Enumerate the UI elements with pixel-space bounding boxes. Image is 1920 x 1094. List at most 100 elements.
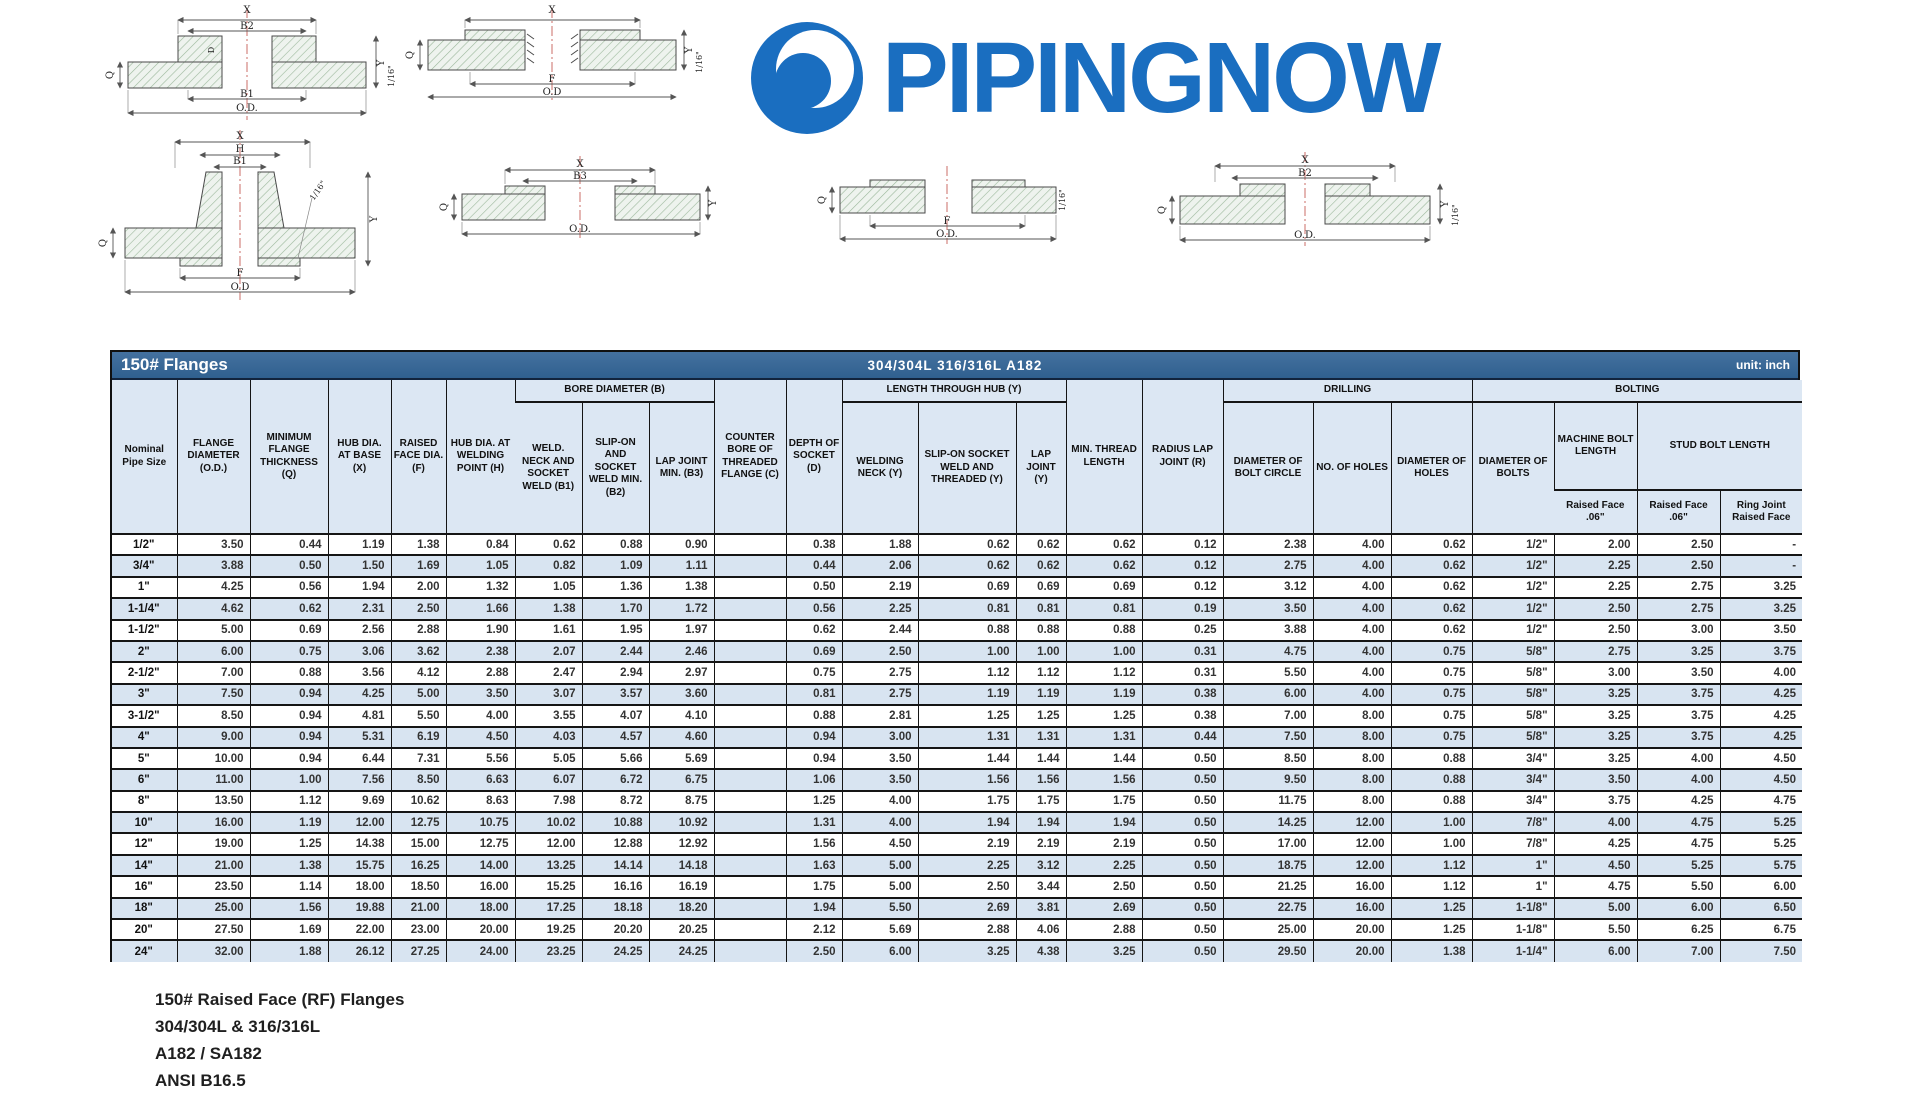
cell-machine-bolt: 2.00 — [1553, 532, 1638, 556]
cell-machine-bolt: 4.75 — [1553, 875, 1638, 898]
cell-hole-dia: 1.00 — [1390, 811, 1473, 834]
cell-min-thread: 2.69 — [1065, 896, 1143, 920]
cell-stud-rf: 4.25 — [1636, 789, 1721, 813]
table-header: Nominal Pipe Size FLANGE DIAMETER (O.D.)… — [112, 380, 1803, 535]
cell-b2: 0.88 — [581, 532, 649, 556]
cell-b2: 4.07 — [581, 704, 649, 727]
cell-od: 27.50 — [176, 918, 250, 941]
cell-stud-rf: 2.50 — [1636, 554, 1721, 577]
cell-b2: 20.20 — [581, 918, 649, 941]
cell-od: 6.00 — [176, 639, 250, 663]
cell-welding-neck-y: 5.50 — [841, 896, 918, 920]
col-header-lap-joint: LAP JOINT (Y) — [1015, 402, 1067, 535]
cell-lap-joint-y: 4.06 — [1015, 918, 1067, 941]
pipingnow-logo[interactable]: PIPINGNOW — [748, 14, 1441, 142]
cell-bolt-circle: 29.50 — [1222, 939, 1314, 962]
cell-size: 2" — [112, 639, 177, 663]
cell-welding-neck-y: 2.44 — [841, 618, 918, 641]
cell-b2: 16.16 — [581, 875, 649, 898]
cell-lap-joint-y: 3.81 — [1015, 896, 1067, 920]
cell-hub-base: 4.81 — [327, 704, 391, 727]
flange-drawing-threaded: X F O.D Q Y 1/16" — [405, 5, 704, 101]
cell-depth-socket: 2.50 — [785, 939, 842, 962]
cell-size: 1" — [112, 575, 177, 599]
cell-min-thread: 1.31 — [1065, 725, 1143, 748]
cell-stud-ring: 5.25 — [1719, 811, 1803, 834]
flange-drawing-welding-neck: X H B1 1/16" Q F O.D Y — [98, 130, 380, 300]
cell-lap-joint-y: 1.44 — [1015, 746, 1067, 770]
cell-lap-joint-y: 1.75 — [1015, 789, 1067, 813]
cell-thickness: 1.88 — [249, 939, 328, 962]
cell-num-holes: 8.00 — [1312, 768, 1392, 791]
cell-od: 3.88 — [176, 554, 250, 577]
cell-thickness: 0.75 — [249, 639, 328, 663]
dim-label-od: O.D. — [1294, 230, 1316, 241]
cell-b2: 1.70 — [581, 597, 649, 620]
cell-stud-rf: 2.50 — [1636, 532, 1721, 556]
cell-depth-socket: 1.31 — [785, 811, 842, 834]
cell-slip-on-y: 0.62 — [917, 532, 1016, 556]
cell-counter-bore — [713, 875, 786, 898]
cell-welding-neck-y: 6.00 — [841, 939, 918, 962]
cell-bolt-circle: 25.00 — [1222, 918, 1314, 941]
cell-bolt-circle: 17.00 — [1222, 832, 1314, 855]
footer-line: ANSI B16.5 — [155, 1071, 246, 1090]
cell-counter-bore — [713, 639, 786, 663]
dim-label-f: F — [944, 216, 951, 227]
cell-counter-bore — [713, 532, 786, 556]
cell-thickness: 1.19 — [249, 811, 328, 834]
cell-hub-weld: 14.00 — [445, 853, 515, 877]
cell-od: 8.50 — [176, 704, 250, 727]
cell-counter-bore — [713, 682, 786, 706]
cell-bolt-dia: 1-1/8" — [1471, 896, 1555, 920]
cell-radius: 0.25 — [1141, 618, 1224, 641]
table-row: 12" 19.00 1.25 14.38 15.00 12.75 12.00 1… — [112, 832, 1803, 855]
cell-slip-on-y: 2.88 — [917, 918, 1016, 941]
cell-radius: 0.50 — [1141, 811, 1224, 834]
cell-size: 3" — [112, 682, 177, 706]
cell-thickness: 0.44 — [249, 532, 328, 556]
cell-stud-rf: 4.00 — [1636, 768, 1721, 791]
cell-b3: 1.11 — [648, 554, 714, 577]
cell-od: 10.00 — [176, 746, 250, 770]
cell-radius: 0.50 — [1141, 832, 1224, 855]
col-header-size: Nominal Pipe Size — [112, 380, 177, 535]
cell-welding-neck-y: 4.50 — [841, 832, 918, 855]
col-header-hub-base: HUB DIA. AT BASE (X) — [327, 380, 391, 535]
table-row: 2" 6.00 0.75 3.06 3.62 2.38 2.07 2.44 2.… — [112, 639, 1803, 663]
col-header-radius: RADIUS LAP JOINT (R) — [1141, 380, 1224, 535]
cell-machine-bolt: 6.00 — [1553, 939, 1638, 962]
cell-hole-dia: 0.75 — [1390, 682, 1473, 706]
cell-b2: 2.44 — [581, 639, 649, 663]
group-header-bolting: BOLTING — [1471, 380, 1803, 403]
flange-drawings-canvas: X B2 D B1 O.D. Q Y 1/16" X F O.D Q — [98, 5, 1460, 300]
cell-hole-dia: 0.62 — [1390, 597, 1473, 620]
cell-lap-joint-y: 1.19 — [1015, 682, 1067, 706]
dim-label-d: D — [207, 47, 216, 53]
cell-thickness: 0.88 — [249, 661, 328, 684]
cell-lap-joint-y: 3.12 — [1015, 853, 1067, 877]
cell-size: 2-1/2" — [112, 661, 177, 684]
cell-lap-joint-y: 1.00 — [1015, 639, 1067, 663]
cell-stud-rf: 2.75 — [1636, 597, 1721, 620]
cell-lap-joint-y: 1.56 — [1015, 768, 1067, 791]
cell-machine-bolt: 2.25 — [1553, 554, 1638, 577]
table-row: 3/4" 3.88 0.50 1.50 1.69 1.05 0.82 1.09 … — [112, 554, 1803, 577]
dim-label-x: X — [243, 5, 251, 16]
cell-stud-ring: - — [1719, 532, 1803, 556]
cell-thickness: 0.50 — [249, 554, 328, 577]
cell-radius: 0.31 — [1141, 661, 1224, 684]
cell-b1: 3.07 — [514, 682, 582, 706]
cell-machine-bolt: 3.50 — [1553, 768, 1638, 791]
cell-thickness: 0.94 — [249, 725, 328, 748]
cell-stud-rf: 4.75 — [1636, 832, 1721, 855]
cell-hub-weld: 1.66 — [445, 597, 515, 620]
cell-counter-bore — [713, 661, 786, 684]
cell-size: 3-1/2" — [112, 704, 177, 727]
cell-counter-bore — [713, 896, 786, 920]
cell-lap-joint-y: 2.19 — [1015, 832, 1067, 855]
dim-label-q: Q — [405, 51, 416, 59]
cell-hub-weld: 20.00 — [445, 918, 515, 941]
cell-counter-bore — [713, 575, 786, 599]
cell-stud-ring: 4.00 — [1719, 661, 1803, 684]
